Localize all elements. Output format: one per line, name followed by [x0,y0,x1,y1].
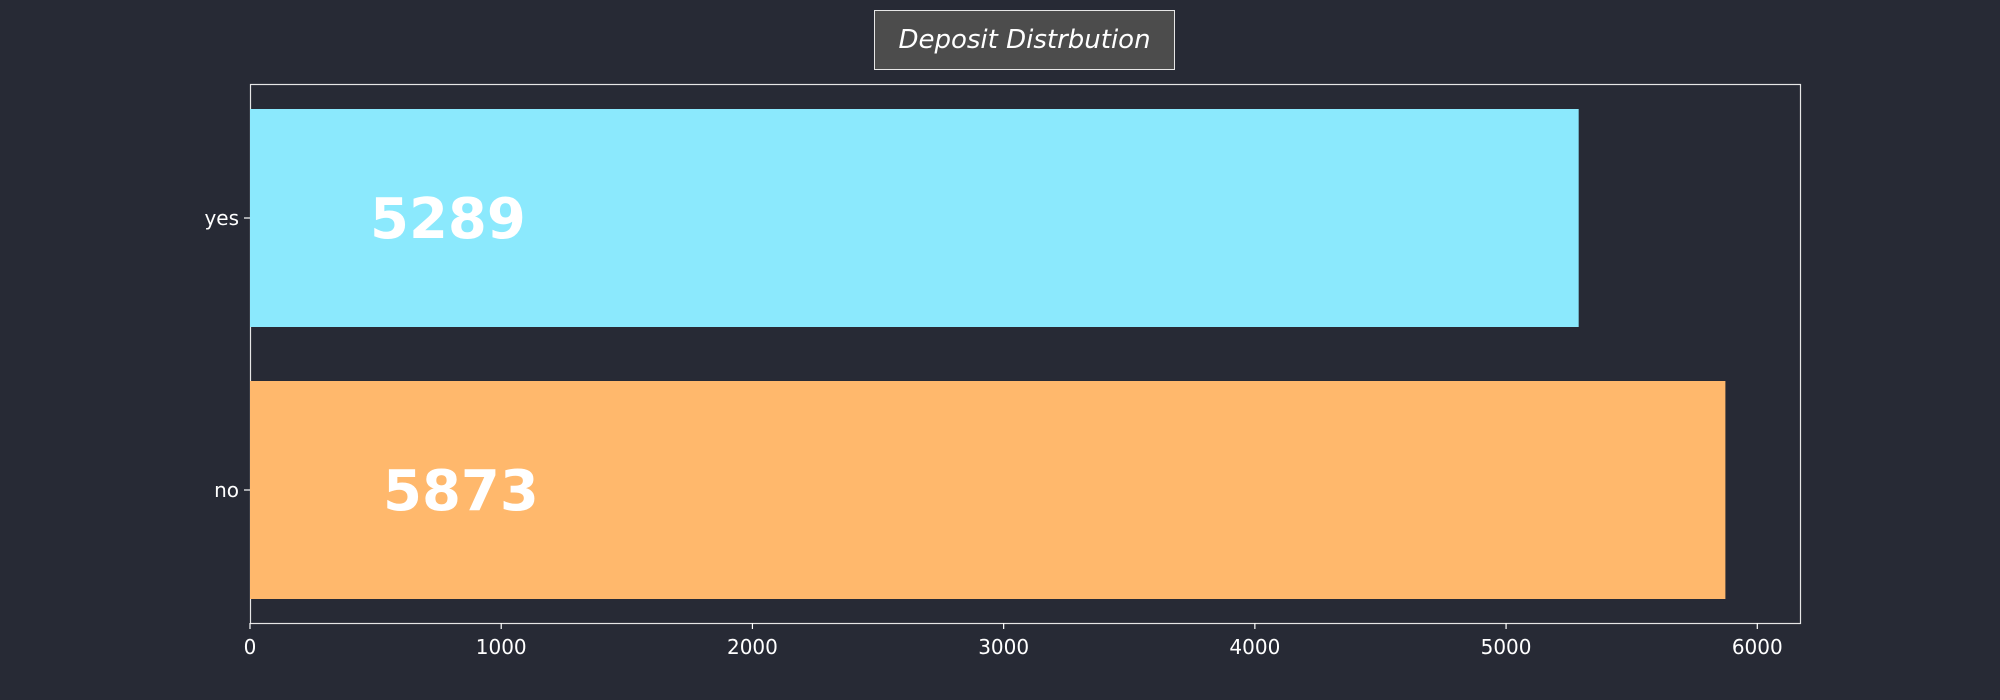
y-tick-label-no: no [214,478,239,502]
y-axis: yes no [204,206,250,502]
data-label-yes: 5289 [370,187,526,252]
x-tick-label-5000: 5000 [1481,635,1532,659]
x-tick-label-4000: 4000 [1229,635,1280,659]
x-tick-label-1000: 1000 [476,635,527,659]
plot-area-frame [249,83,1802,625]
data-label-no: 5873 [383,459,539,524]
bar-no [250,381,1726,599]
chart-title: Deposit Distrbution [874,10,1175,70]
bar-yes [250,109,1579,327]
x-axis: 0 1000 2000 3000 4000 5000 6000 [244,623,1783,659]
x-tick-label-6000: 6000 [1732,635,1783,659]
bars-layer [250,109,1726,599]
y-tick-label-yes: yes [204,206,239,230]
x-tick-label-0: 0 [244,635,257,659]
x-tick-label-2000: 2000 [727,635,778,659]
x-tick-label-3000: 3000 [978,635,1029,659]
data-labels-layer: 5289 5873 [370,187,539,524]
